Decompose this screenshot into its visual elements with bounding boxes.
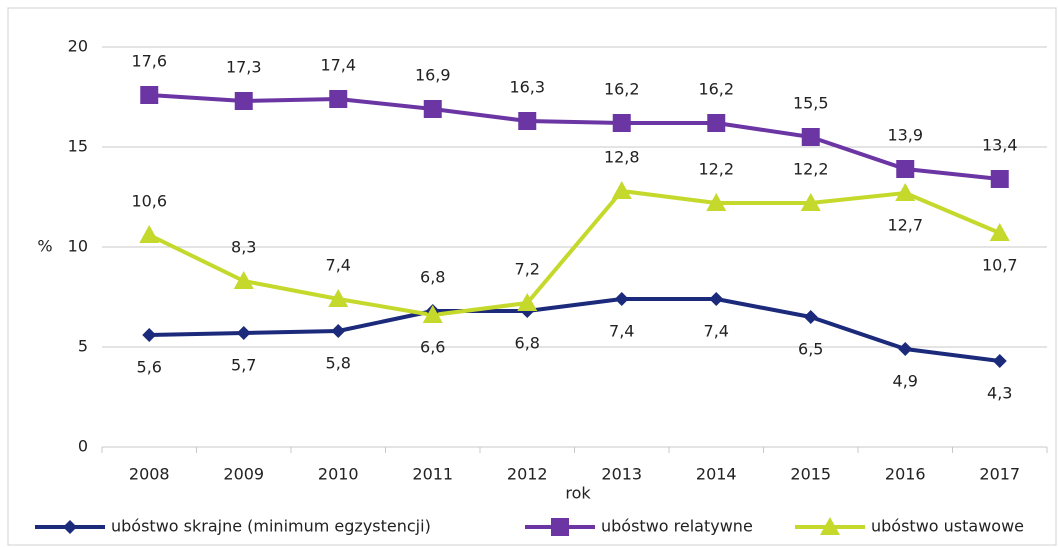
marker: [992, 354, 1007, 368]
marker: [518, 112, 537, 130]
x-axis-label: rok: [565, 484, 591, 503]
data-label: 4,9: [893, 372, 918, 391]
data-label: 13,4: [982, 136, 1018, 155]
legend-label: ubóstwo relatywne: [601, 517, 753, 536]
marker: [233, 271, 254, 289]
data-label: 6,8: [515, 334, 540, 353]
data-label: 16,3: [509, 78, 545, 97]
data-label: 12,7: [887, 216, 923, 235]
x-tick-label: 2008: [129, 465, 170, 484]
marker: [422, 305, 443, 323]
marker: [895, 183, 916, 201]
marker: [898, 342, 913, 356]
series-line: [148, 189, 1001, 317]
data-label: 7,4: [609, 322, 634, 341]
marker: [63, 520, 77, 534]
data-label: 5,7: [231, 356, 256, 375]
marker: [140, 86, 159, 104]
marker: [800, 193, 821, 211]
marker: [551, 518, 569, 536]
data-label: 10,6: [131, 192, 167, 211]
marker: [236, 326, 251, 340]
data-label: 7,2: [515, 260, 540, 279]
data-label: 7,4: [704, 322, 729, 341]
data-label: 8,3: [231, 238, 256, 257]
y-tick-label: 20: [68, 37, 88, 56]
x-tick-label: 2016: [885, 465, 926, 484]
marker: [709, 292, 724, 306]
data-label: 6,6: [420, 338, 445, 357]
marker: [139, 225, 160, 243]
data-label: 10,7: [982, 256, 1018, 275]
data-label: 5,6: [137, 358, 162, 377]
marker: [329, 90, 348, 108]
marker: [328, 289, 349, 307]
data-label: 5,8: [326, 354, 351, 373]
data-label: 6,5: [798, 340, 823, 359]
data-label: 6,8: [420, 268, 445, 287]
marker: [331, 324, 346, 338]
marker: [612, 114, 631, 132]
data-label: 17,6: [131, 52, 167, 71]
marker: [142, 328, 157, 342]
y-axis-label: %: [37, 237, 52, 256]
data-label: 4,3: [987, 384, 1012, 403]
x-tick-label: 2014: [696, 465, 737, 484]
marker: [517, 293, 538, 311]
marker: [989, 223, 1010, 241]
x-tick-label: 2017: [979, 465, 1020, 484]
marker: [820, 517, 840, 535]
marker: [611, 181, 632, 199]
marker: [707, 114, 726, 132]
data-label: 17,3: [226, 58, 262, 77]
legend-label: ubóstwo ustawowe: [871, 517, 1024, 536]
data-label: 12,2: [793, 160, 829, 179]
marker: [990, 170, 1009, 188]
data-label: 13,9: [887, 126, 923, 145]
legend-label: ubóstwo skrajne (minimum egzystencji): [111, 517, 431, 536]
marker: [614, 292, 629, 306]
x-tick-label: 2013: [601, 465, 642, 484]
data-label: 7,4: [326, 256, 351, 275]
marker: [423, 100, 442, 118]
data-label: 16,9: [415, 66, 451, 85]
y-tick-label: 0: [78, 437, 88, 456]
marker: [706, 193, 727, 211]
data-label: 16,2: [604, 80, 640, 99]
y-tick-label: 10: [68, 237, 88, 256]
data-label: 16,2: [698, 80, 734, 99]
x-tick-label: 2012: [507, 465, 548, 484]
marker: [234, 92, 253, 110]
x-tick-label: 2010: [318, 465, 359, 484]
data-label: 12,8: [604, 148, 640, 167]
x-tick-label: 2009: [223, 465, 264, 484]
marker: [803, 310, 818, 324]
data-label: 15,5: [793, 94, 829, 113]
marker: [801, 128, 820, 146]
x-tick-label: 2015: [790, 465, 831, 484]
chart-frame: [7, 7, 1057, 546]
series-line: [149, 297, 1001, 363]
y-tick-label: 5: [78, 337, 88, 356]
series-line: [149, 93, 1000, 181]
data-label: 17,4: [320, 56, 356, 75]
y-tick-label: 15: [68, 137, 88, 156]
data-label: 12,2: [698, 160, 734, 179]
marker: [896, 160, 915, 178]
x-tick-label: 2011: [412, 465, 453, 484]
